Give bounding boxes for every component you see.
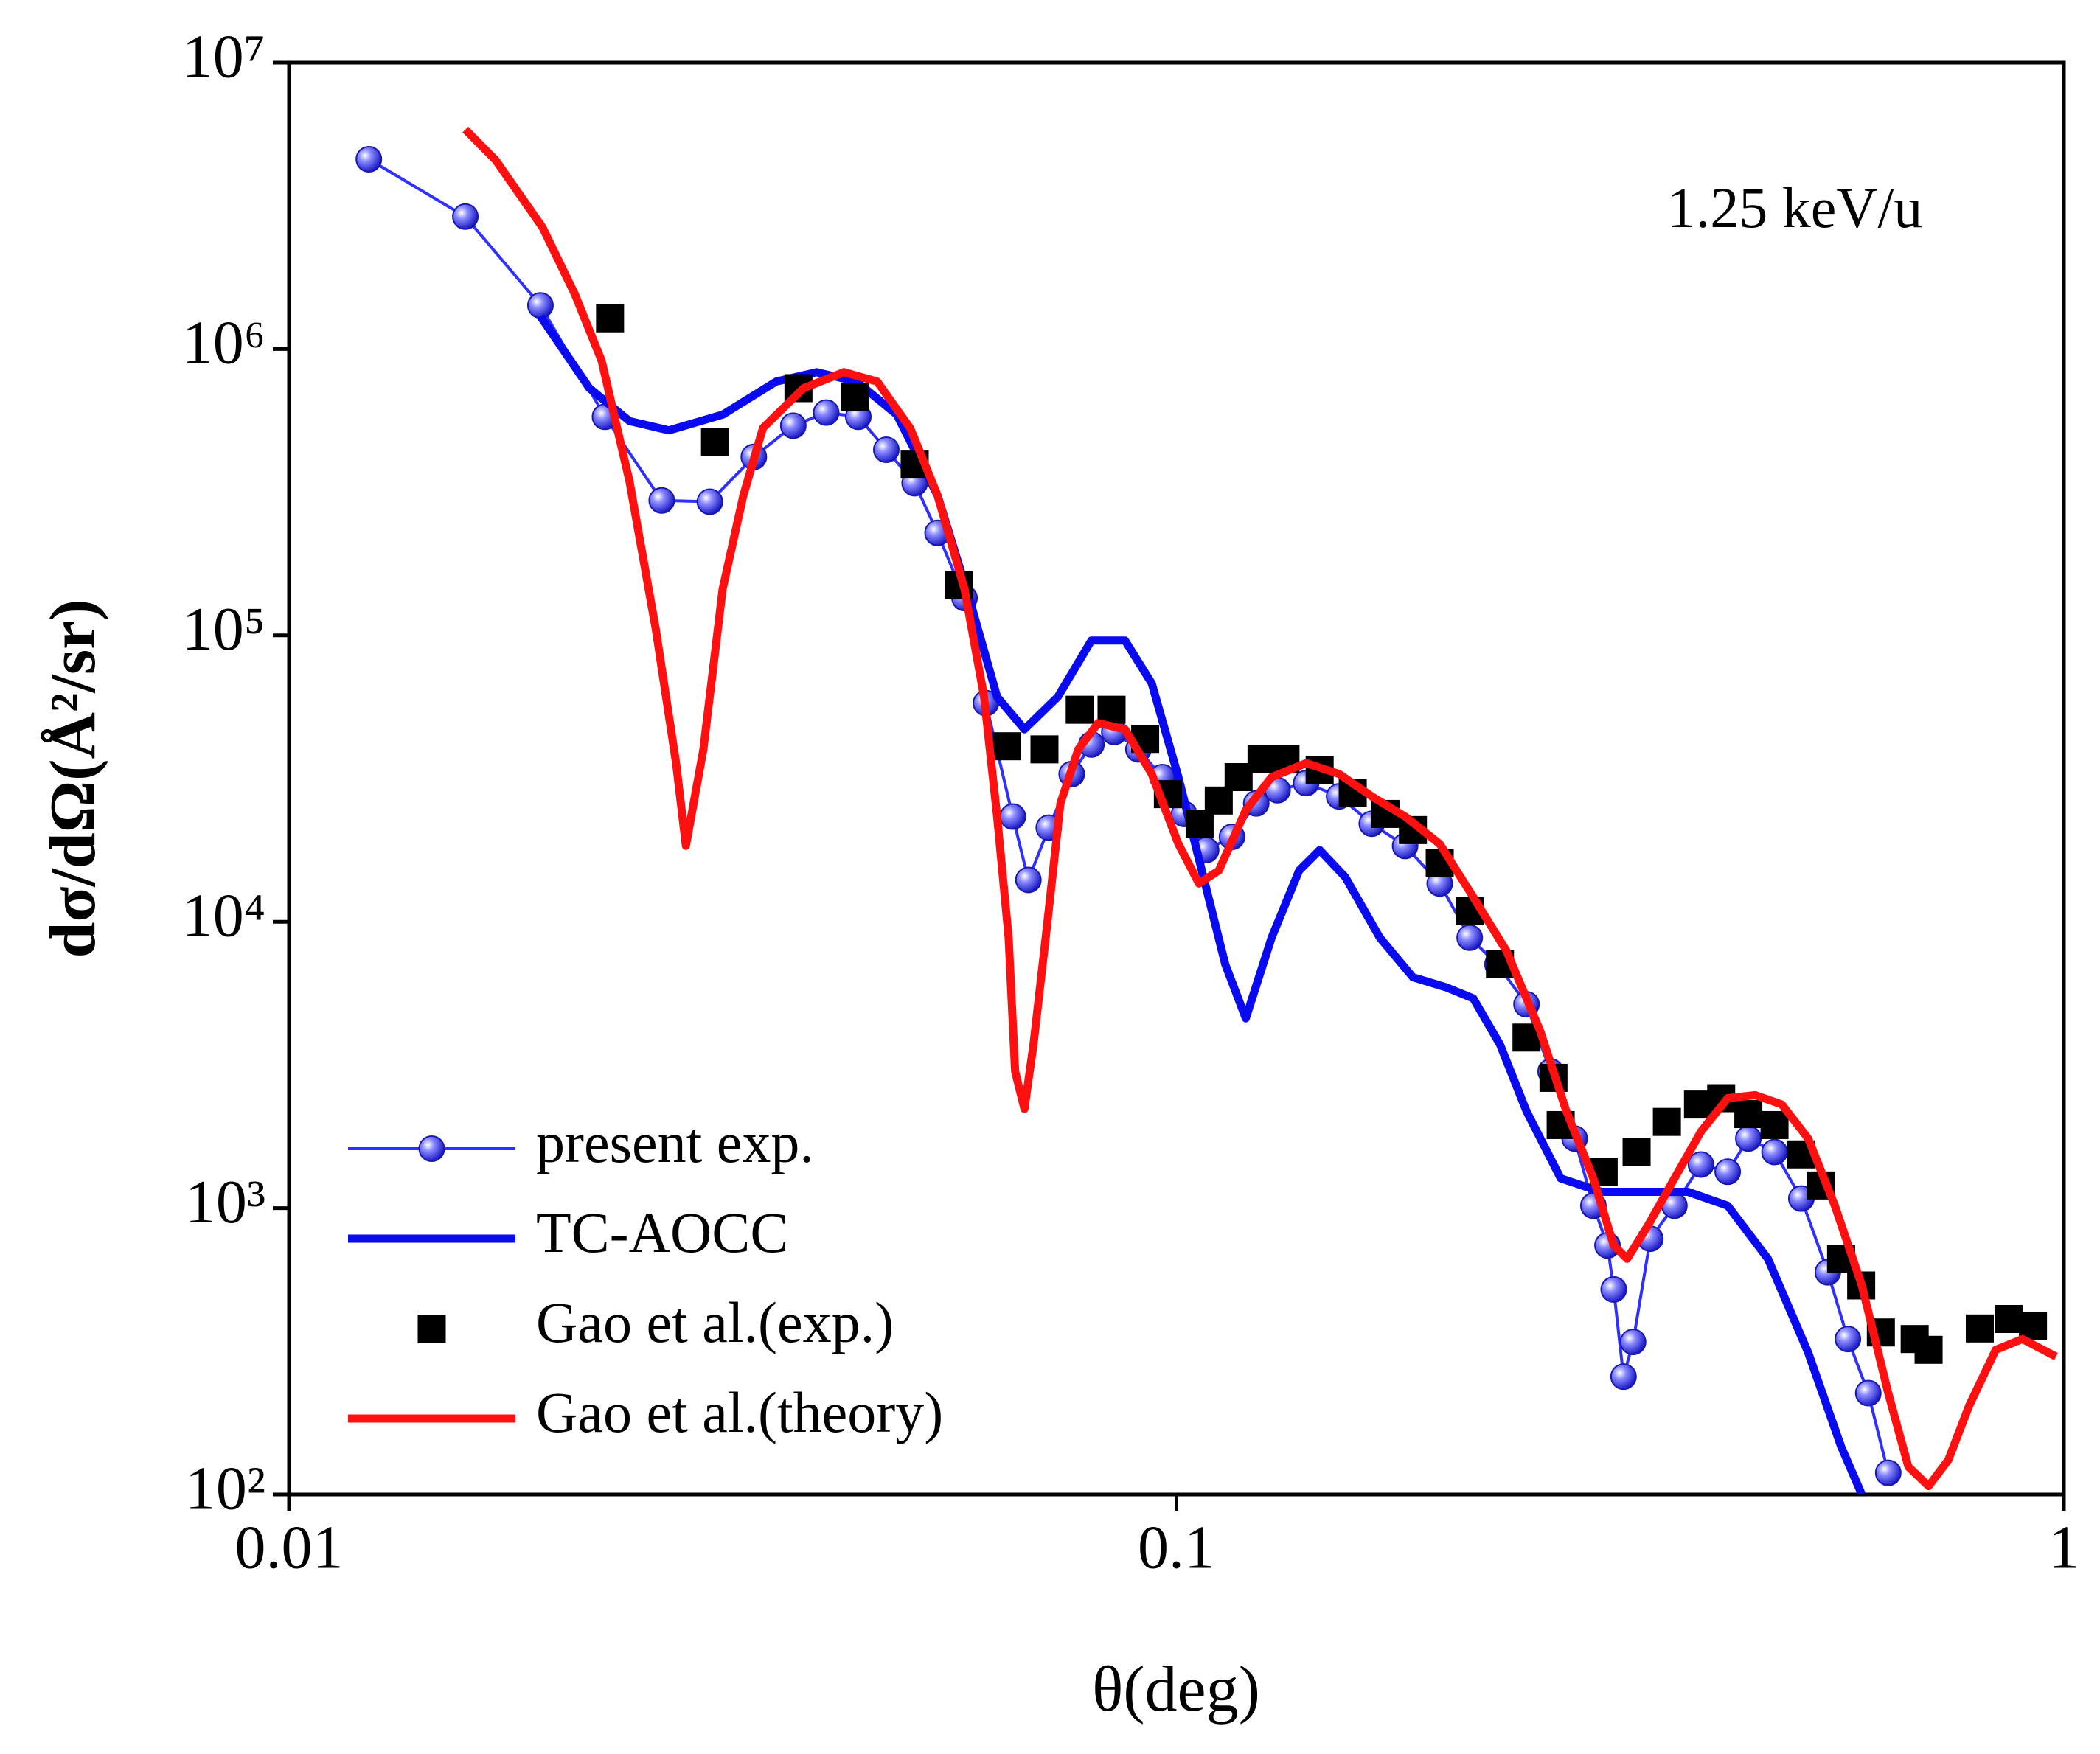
x-tick-label: 0.1: [1138, 1513, 1215, 1581]
data-point: [696, 488, 723, 515]
data-point: [1734, 1100, 1763, 1129]
legend-label: Gao et al.(theory): [536, 1380, 943, 1444]
legend-marker: [417, 1315, 446, 1343]
data-point: [1874, 1459, 1902, 1486]
x-tick-label: 1: [2048, 1513, 2079, 1581]
data-layer: [355, 126, 2058, 1494]
data-point: [452, 203, 479, 230]
data-point: [355, 145, 383, 173]
data-point: [841, 383, 869, 411]
data-point: [1995, 1304, 2023, 1333]
data-point: [1687, 1151, 1714, 1178]
data-point: [813, 399, 840, 426]
data-point: [1760, 1110, 1789, 1139]
data-point: [1835, 1326, 1862, 1353]
data-point: [1965, 1314, 1994, 1343]
data-point: [1914, 1335, 1943, 1364]
data-point: [1610, 1363, 1637, 1391]
legend-label: present exp.: [536, 1110, 814, 1174]
data-point: [1652, 1107, 1681, 1136]
y-tick-label: 10⁶: [182, 309, 265, 377]
data-point: [1065, 695, 1094, 724]
data-point: [700, 428, 729, 456]
y-axis-label: dσ/dΩ(Å²/sr): [38, 599, 109, 958]
y-tick-label: 10²: [185, 1454, 265, 1522]
data-point: [1622, 1138, 1651, 1166]
legend-label: Gao et al.(exp.): [536, 1290, 894, 1354]
data-point: [596, 304, 625, 333]
x-tick-label: 0.01: [235, 1513, 344, 1581]
data-point: [999, 803, 1026, 830]
legend-label: TC-AOCC: [536, 1200, 788, 1264]
x-axis-label: θ(deg): [1092, 1654, 1260, 1725]
data-point: [779, 412, 807, 439]
data-point: [1600, 1276, 1627, 1303]
legend-marker: [418, 1135, 445, 1162]
y-tick-label: 10³: [185, 1168, 265, 1236]
data-point: [1714, 1158, 1742, 1186]
data-point: [648, 487, 675, 514]
data-point: [1735, 1125, 1762, 1152]
data-point: [1854, 1379, 1882, 1407]
y-tick-label: 10⁵: [182, 595, 265, 664]
data-point: [1204, 786, 1233, 815]
data-point: [1030, 735, 1059, 764]
y-tick-label: 10⁴: [182, 881, 265, 950]
annotation: 1.25 keV/u: [1667, 175, 1923, 240]
data-point: [526, 292, 554, 319]
data-point: [1247, 745, 1276, 773]
y-tick-label: 10⁷: [182, 22, 265, 91]
data-point: [1761, 1138, 1788, 1166]
data-point: [1097, 695, 1126, 724]
data-point: [1015, 866, 1042, 894]
data-point: [1619, 1329, 1647, 1356]
series-line: [462, 126, 2058, 1491]
data-point: [992, 732, 1021, 761]
data-point: [872, 436, 900, 463]
data-point: [1456, 924, 1484, 951]
